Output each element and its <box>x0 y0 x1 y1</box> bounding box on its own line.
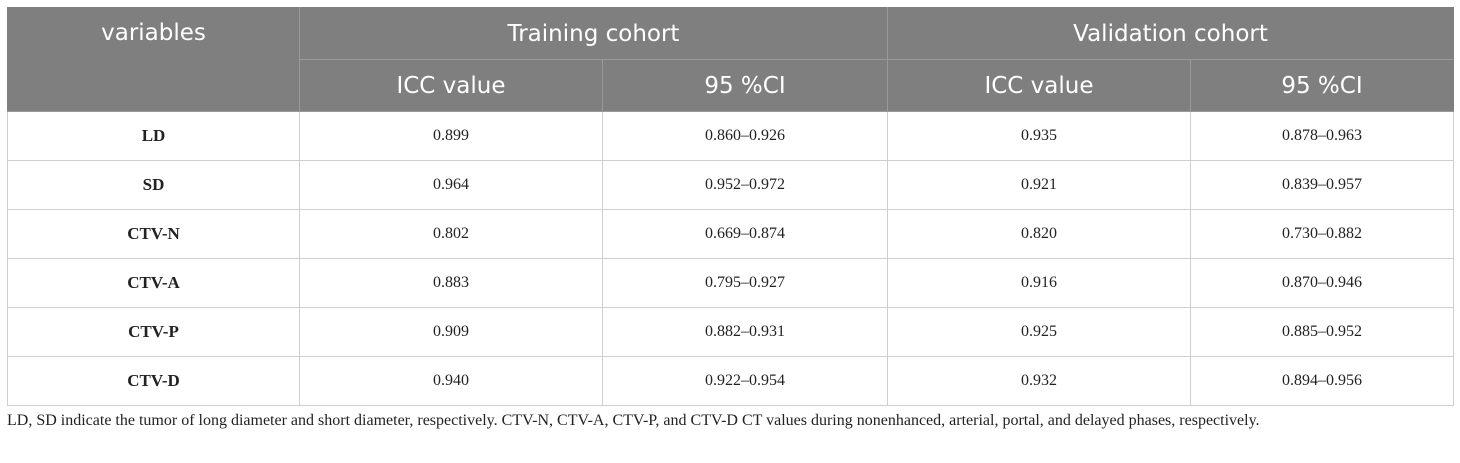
table-footnote: LD, SD indicate the tumor of long diamet… <box>7 412 1260 429</box>
row-val-ci: 0.878–0.963 <box>1189 111 1455 161</box>
row-train-ci: 0.922–0.954 <box>602 356 888 406</box>
header-variables: variables <box>7 7 300 112</box>
header-training-icc: ICC value <box>299 59 603 112</box>
table-header: variables Training cohort Validation coh… <box>7 7 1455 112</box>
row-train-ci: 0.860–0.926 <box>602 111 888 161</box>
table-row: CTV-N 0.802 0.669–0.874 0.820 0.730–0.88… <box>7 209 1455 259</box>
header-validation-icc: ICC value <box>887 59 1191 112</box>
row-val-icc: 0.935 <box>887 111 1191 161</box>
row-train-icc: 0.899 <box>299 111 603 161</box>
row-variable: CTV-P <box>7 307 300 357</box>
row-train-icc: 0.964 <box>299 160 603 210</box>
row-val-icc: 0.925 <box>887 307 1191 357</box>
data-table-container: variables Training cohort Validation coh… <box>7 7 1455 406</box>
row-variable: CTV-D <box>7 356 300 406</box>
row-train-ci: 0.795–0.927 <box>602 258 888 308</box>
row-val-ci: 0.894–0.956 <box>1189 356 1455 406</box>
header-training-cohort: Training cohort <box>299 7 888 60</box>
row-train-icc: 0.940 <box>299 356 603 406</box>
row-val-icc: 0.916 <box>887 258 1191 308</box>
row-train-ci: 0.669–0.874 <box>602 209 888 259</box>
row-variable: SD <box>7 160 300 210</box>
row-train-icc: 0.883 <box>299 258 603 308</box>
row-variable: CTV-N <box>7 209 300 259</box>
row-train-icc: 0.802 <box>299 209 603 259</box>
header-validation-cohort: Validation cohort <box>886 7 1455 60</box>
row-val-icc: 0.932 <box>887 356 1191 406</box>
header-validation-ci: 95 %CI <box>1189 59 1455 112</box>
header-training-ci: 95 %CI <box>602 59 888 112</box>
row-val-icc: 0.921 <box>887 160 1191 210</box>
table-row: SD 0.964 0.952–0.972 0.921 0.839–0.957 <box>7 160 1455 210</box>
row-train-icc: 0.909 <box>299 307 603 357</box>
table-row: LD 0.899 0.860–0.926 0.935 0.878–0.963 <box>7 111 1455 161</box>
row-val-ci: 0.839–0.957 <box>1189 160 1455 210</box>
icc-table: variables Training cohort Validation coh… <box>7 7 1455 406</box>
row-val-ci: 0.730–0.882 <box>1189 209 1455 259</box>
table-body: LD 0.899 0.860–0.926 0.935 0.878–0.963 S… <box>7 111 1455 406</box>
row-train-ci: 0.882–0.931 <box>602 307 888 357</box>
table-row: CTV-P 0.909 0.882–0.931 0.925 0.885–0.95… <box>7 307 1455 357</box>
row-val-ci: 0.885–0.952 <box>1189 307 1455 357</box>
row-train-ci: 0.952–0.972 <box>602 160 888 210</box>
table-row: CTV-D 0.940 0.922–0.954 0.932 0.894–0.95… <box>7 356 1455 406</box>
row-val-icc: 0.820 <box>887 209 1191 259</box>
row-variable: CTV-A <box>7 258 300 308</box>
row-val-ci: 0.870–0.946 <box>1189 258 1455 308</box>
table-row: CTV-A 0.883 0.795–0.927 0.916 0.870–0.94… <box>7 258 1455 308</box>
row-variable: LD <box>7 111 300 161</box>
